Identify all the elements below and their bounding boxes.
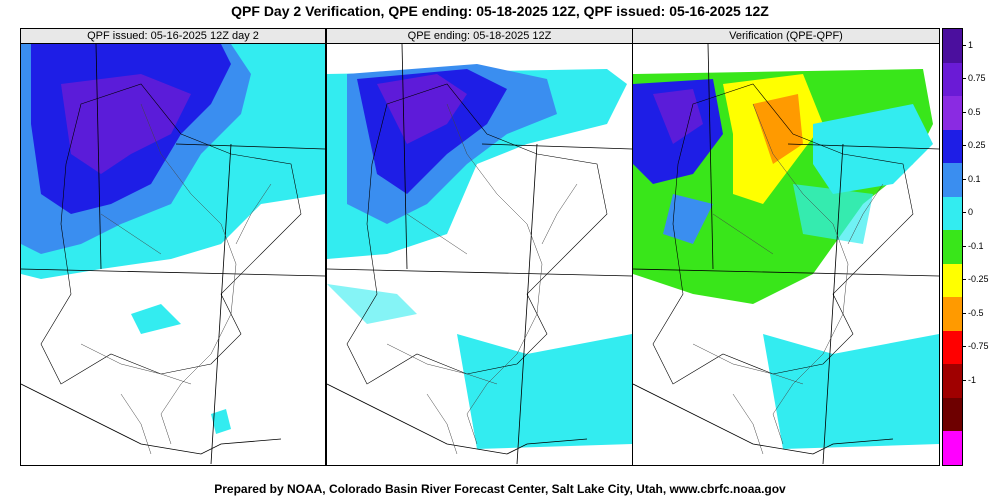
colorbar-segment (943, 364, 962, 399)
colorbar-tick (962, 346, 966, 348)
footer-credit: Prepared by NOAA, Colorado Basin River F… (214, 482, 786, 496)
colorbar-tick (962, 44, 966, 46)
colorbar-segment (943, 431, 962, 466)
colorbar-segment (943, 330, 962, 365)
colorbar-tick-label: -0.1 (968, 240, 984, 251)
colorbar-tick (962, 245, 966, 247)
verification-map (633, 44, 939, 465)
colorbar (942, 28, 963, 466)
colorbar-tick (962, 111, 966, 113)
colorbar-tick-label: -1 (968, 374, 977, 385)
colorbar-segment (943, 196, 962, 231)
colorbar-segment (943, 263, 962, 298)
colorbar-segment (943, 230, 962, 265)
colorbar-segment (943, 129, 962, 164)
colorbar-tick (962, 145, 966, 147)
colorbar-tick-label: -0.75 (968, 341, 989, 352)
colorbar-tick-label: 0.75 (968, 73, 986, 84)
colorbar-tick-label: -0.25 (968, 274, 989, 285)
colorbar-segment (943, 96, 962, 131)
verification-panel: Verification (QPE-QPF) (632, 28, 940, 466)
colorbar-tick (962, 279, 966, 281)
qpe-panel-title: QPE ending: 05-18-2025 12Z (327, 29, 632, 44)
colorbar-tick (962, 178, 966, 180)
colorbar-tick (962, 379, 966, 381)
verification-panel-title: Verification (QPE-QPF) (633, 29, 939, 44)
colorbar-tick-label: 0 (968, 207, 974, 218)
qpf-panel-title: QPF issued: 05-16-2025 12Z day 2 (21, 29, 325, 44)
qpe-panel: QPE ending: 05-18-2025 12Z (326, 28, 633, 466)
colorbar-segment (943, 297, 962, 332)
colorbar-segment (943, 163, 962, 198)
colorbar-segment (943, 62, 962, 97)
colorbar-tick (962, 212, 966, 214)
colorbar-tick (962, 78, 966, 80)
colorbar-tick-label: 0.1 (968, 173, 981, 184)
colorbar-tick (962, 312, 966, 314)
qpf-panel: QPF issued: 05-16-2025 12Z day 2 (20, 28, 326, 466)
colorbar-tick-label: -0.5 (968, 307, 984, 318)
colorbar-segment (943, 397, 962, 432)
colorbar-tick-label: 0.5 (968, 106, 981, 117)
colorbar-segment (943, 29, 962, 64)
colorbar-tick-label: 0.25 (968, 140, 986, 151)
qpf-map (21, 44, 325, 465)
qpe-map (327, 44, 632, 465)
colorbar-tick-label: 1 (968, 39, 974, 50)
page-title: QPF Day 2 Verification, QPE ending: 05-1… (231, 3, 769, 19)
